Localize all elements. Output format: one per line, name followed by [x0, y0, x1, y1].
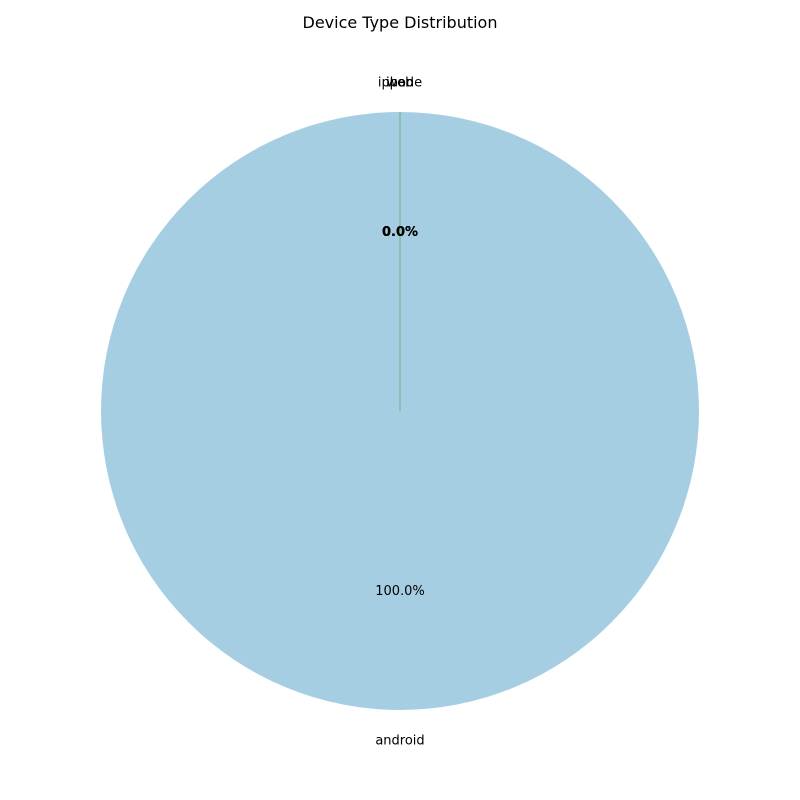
slice-label-android: android — [375, 733, 424, 748]
slice-label-ipad: ipad — [386, 76, 414, 91]
pct-label-iphone: 0.0% — [382, 225, 418, 240]
pie-slices — [101, 112, 699, 710]
slice-label-web: web — [387, 76, 414, 91]
slice-label-iphone: iphone — [378, 76, 422, 91]
pct-label-android: 100.0% — [375, 584, 425, 599]
pct-label-web: 0.0% — [382, 225, 418, 240]
pct-label-ipad: 0.0% — [382, 225, 418, 240]
chart-title: Device Type Distribution — [303, 13, 498, 32]
